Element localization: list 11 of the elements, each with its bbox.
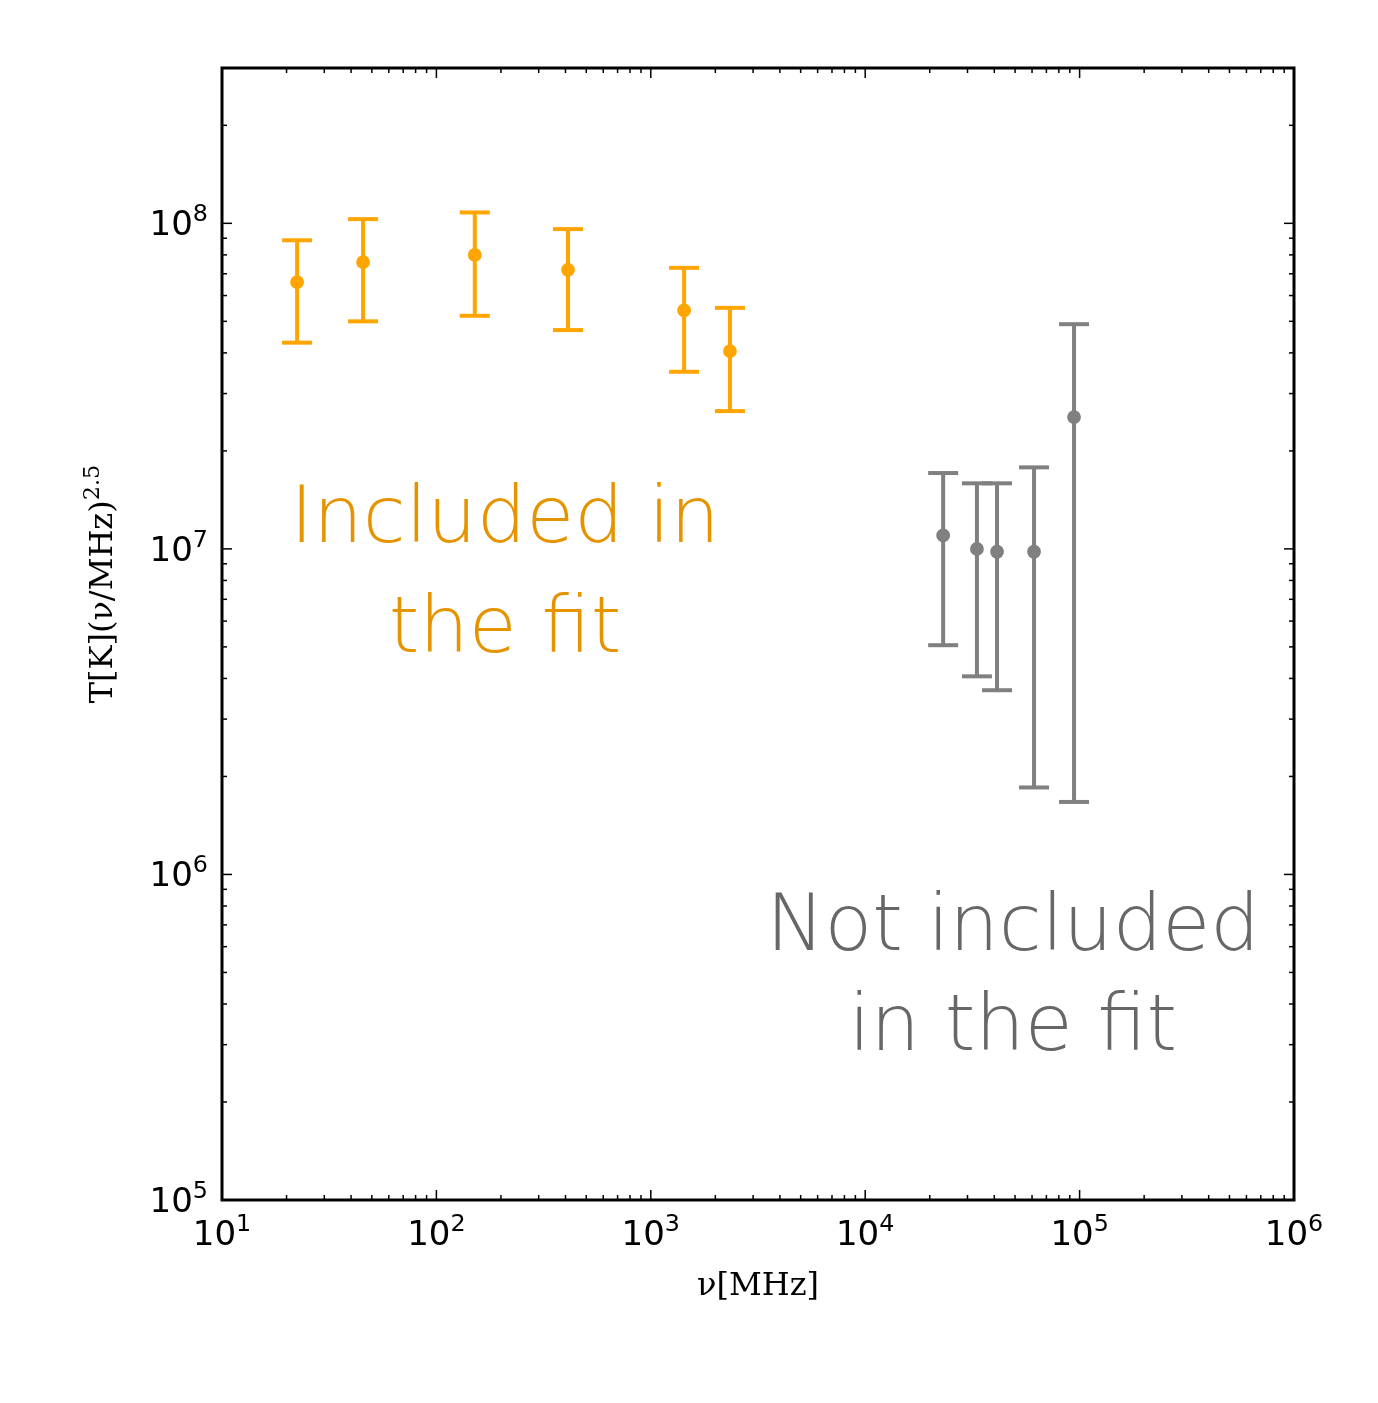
x-tick-label: 10$^{4}$ [836,1209,895,1253]
x-tick-label: 10$^{5}$ [1050,1209,1109,1253]
x-tick-label: 10$^{3}$ [621,1209,680,1253]
x-tick-label: 10$^{2}$ [407,1209,466,1253]
x-tick-label: 10$^{6}$ [1264,1209,1324,1253]
series-label: Included in the fit [290,469,720,670]
y-tick-label: 10$^{6}$ [149,850,208,895]
x-axis-title: ν[MHz] [697,1265,819,1303]
y-tick-label: 10$^{7}$ [149,524,208,569]
text: Not included in the fit [766,877,1260,1068]
y-tick-label: 10$^{8}$ [149,199,208,244]
